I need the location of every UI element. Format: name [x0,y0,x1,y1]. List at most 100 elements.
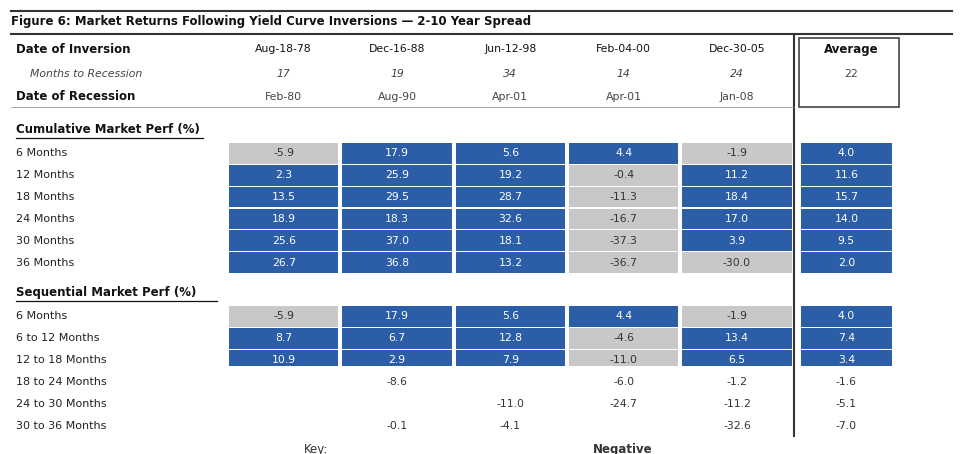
Text: 12 Months: 12 Months [15,170,74,180]
FancyBboxPatch shape [801,350,892,370]
FancyBboxPatch shape [682,143,792,163]
Text: Apr-01: Apr-01 [606,92,641,102]
Text: -7.0: -7.0 [836,421,857,431]
Text: Feb-04-00: Feb-04-00 [596,44,651,54]
FancyBboxPatch shape [569,306,678,327]
Text: Date of Recession: Date of Recession [15,90,135,104]
Text: 17.9: 17.9 [385,311,409,321]
Text: -16.7: -16.7 [610,214,638,224]
FancyBboxPatch shape [682,252,792,273]
Text: 5.7: 5.7 [275,399,292,409]
Text: 2.9: 2.9 [388,355,405,365]
FancyBboxPatch shape [455,231,565,251]
Text: -4.6: -4.6 [613,333,634,343]
FancyBboxPatch shape [569,208,678,229]
Text: Sequential Market Perf (%): Sequential Market Perf (%) [15,286,196,299]
FancyBboxPatch shape [229,187,338,207]
FancyBboxPatch shape [569,350,678,370]
FancyBboxPatch shape [682,306,792,327]
FancyBboxPatch shape [455,165,565,186]
FancyBboxPatch shape [801,306,892,327]
FancyBboxPatch shape [801,415,892,436]
Text: 19: 19 [390,69,403,79]
FancyBboxPatch shape [229,208,338,229]
Text: 9.5: 9.5 [838,236,855,246]
FancyBboxPatch shape [455,252,565,273]
Text: 22: 22 [845,69,858,79]
FancyBboxPatch shape [549,442,697,454]
Text: 10.9: 10.9 [272,355,296,365]
FancyBboxPatch shape [569,394,678,415]
Text: 6 Months: 6 Months [15,311,67,321]
Text: -1.9: -1.9 [726,148,747,158]
Text: 18 to 24 Months: 18 to 24 Months [15,377,107,387]
FancyBboxPatch shape [229,394,338,415]
Text: Dec-30-05: Dec-30-05 [709,44,766,54]
FancyBboxPatch shape [801,165,892,186]
FancyBboxPatch shape [682,415,792,436]
Text: 36.8: 36.8 [385,258,409,268]
Text: -1.9: -1.9 [726,311,747,321]
FancyBboxPatch shape [569,187,678,207]
Text: -6.0: -6.0 [613,377,635,387]
FancyBboxPatch shape [342,394,452,415]
Text: 34: 34 [504,69,517,79]
Text: -5.9: -5.9 [273,148,294,158]
FancyBboxPatch shape [229,306,338,327]
FancyBboxPatch shape [342,208,452,229]
Text: 8.7: 8.7 [275,333,292,343]
Text: 30 to 36 Months: 30 to 36 Months [15,421,106,431]
FancyBboxPatch shape [801,208,892,229]
FancyBboxPatch shape [455,143,565,163]
Text: 36 Months: 36 Months [15,258,74,268]
Text: -11.2: -11.2 [723,399,751,409]
Text: Cumulative Market Perf (%): Cumulative Market Perf (%) [15,123,199,136]
Text: 15.8: 15.8 [385,399,409,409]
Text: Apr-01: Apr-01 [492,92,529,102]
FancyBboxPatch shape [682,187,792,207]
Text: 24 Months: 24 Months [15,214,74,224]
Text: -11.0: -11.0 [496,399,524,409]
Text: 17: 17 [276,69,291,79]
FancyBboxPatch shape [682,350,792,370]
Text: 4.0: 4.0 [838,148,855,158]
Text: 32.6: 32.6 [498,214,522,224]
Text: Dec-16-88: Dec-16-88 [369,44,426,54]
Text: -4.1: -4.1 [500,421,521,431]
Text: -32.6: -32.6 [723,421,751,431]
FancyBboxPatch shape [682,372,792,393]
Text: -5.9: -5.9 [273,311,294,321]
FancyBboxPatch shape [342,187,452,207]
FancyBboxPatch shape [229,328,338,349]
Text: 13.4: 13.4 [725,333,749,343]
Text: 7.4: 7.4 [838,333,855,343]
Text: -5.1: -5.1 [836,399,857,409]
Text: Jun-12-98: Jun-12-98 [484,44,536,54]
Text: Jan-08: Jan-08 [719,92,754,102]
FancyBboxPatch shape [455,372,565,393]
Text: 4.4: 4.4 [615,148,632,158]
Text: 28.7: 28.7 [498,192,522,202]
FancyBboxPatch shape [342,252,452,273]
Text: 24: 24 [730,69,743,79]
Text: 14: 14 [616,69,631,79]
Text: Positive: Positive [390,443,443,454]
Text: 3.9: 3.9 [728,236,745,246]
Text: -11.3: -11.3 [610,192,638,202]
FancyBboxPatch shape [455,187,565,207]
FancyBboxPatch shape [569,165,678,186]
FancyBboxPatch shape [801,187,892,207]
Text: 5.6: 5.6 [502,311,519,321]
FancyBboxPatch shape [455,328,565,349]
Text: 7.9: 7.9 [502,355,519,365]
Text: -30.0: -30.0 [723,258,751,268]
FancyBboxPatch shape [801,252,892,273]
FancyBboxPatch shape [229,231,338,251]
Text: -1.6: -1.6 [836,377,857,387]
FancyBboxPatch shape [229,165,338,186]
FancyBboxPatch shape [342,328,452,349]
Text: 6.5: 6.5 [728,355,745,365]
FancyBboxPatch shape [569,372,678,393]
FancyBboxPatch shape [682,394,792,415]
Text: 6.7: 6.7 [388,333,405,343]
